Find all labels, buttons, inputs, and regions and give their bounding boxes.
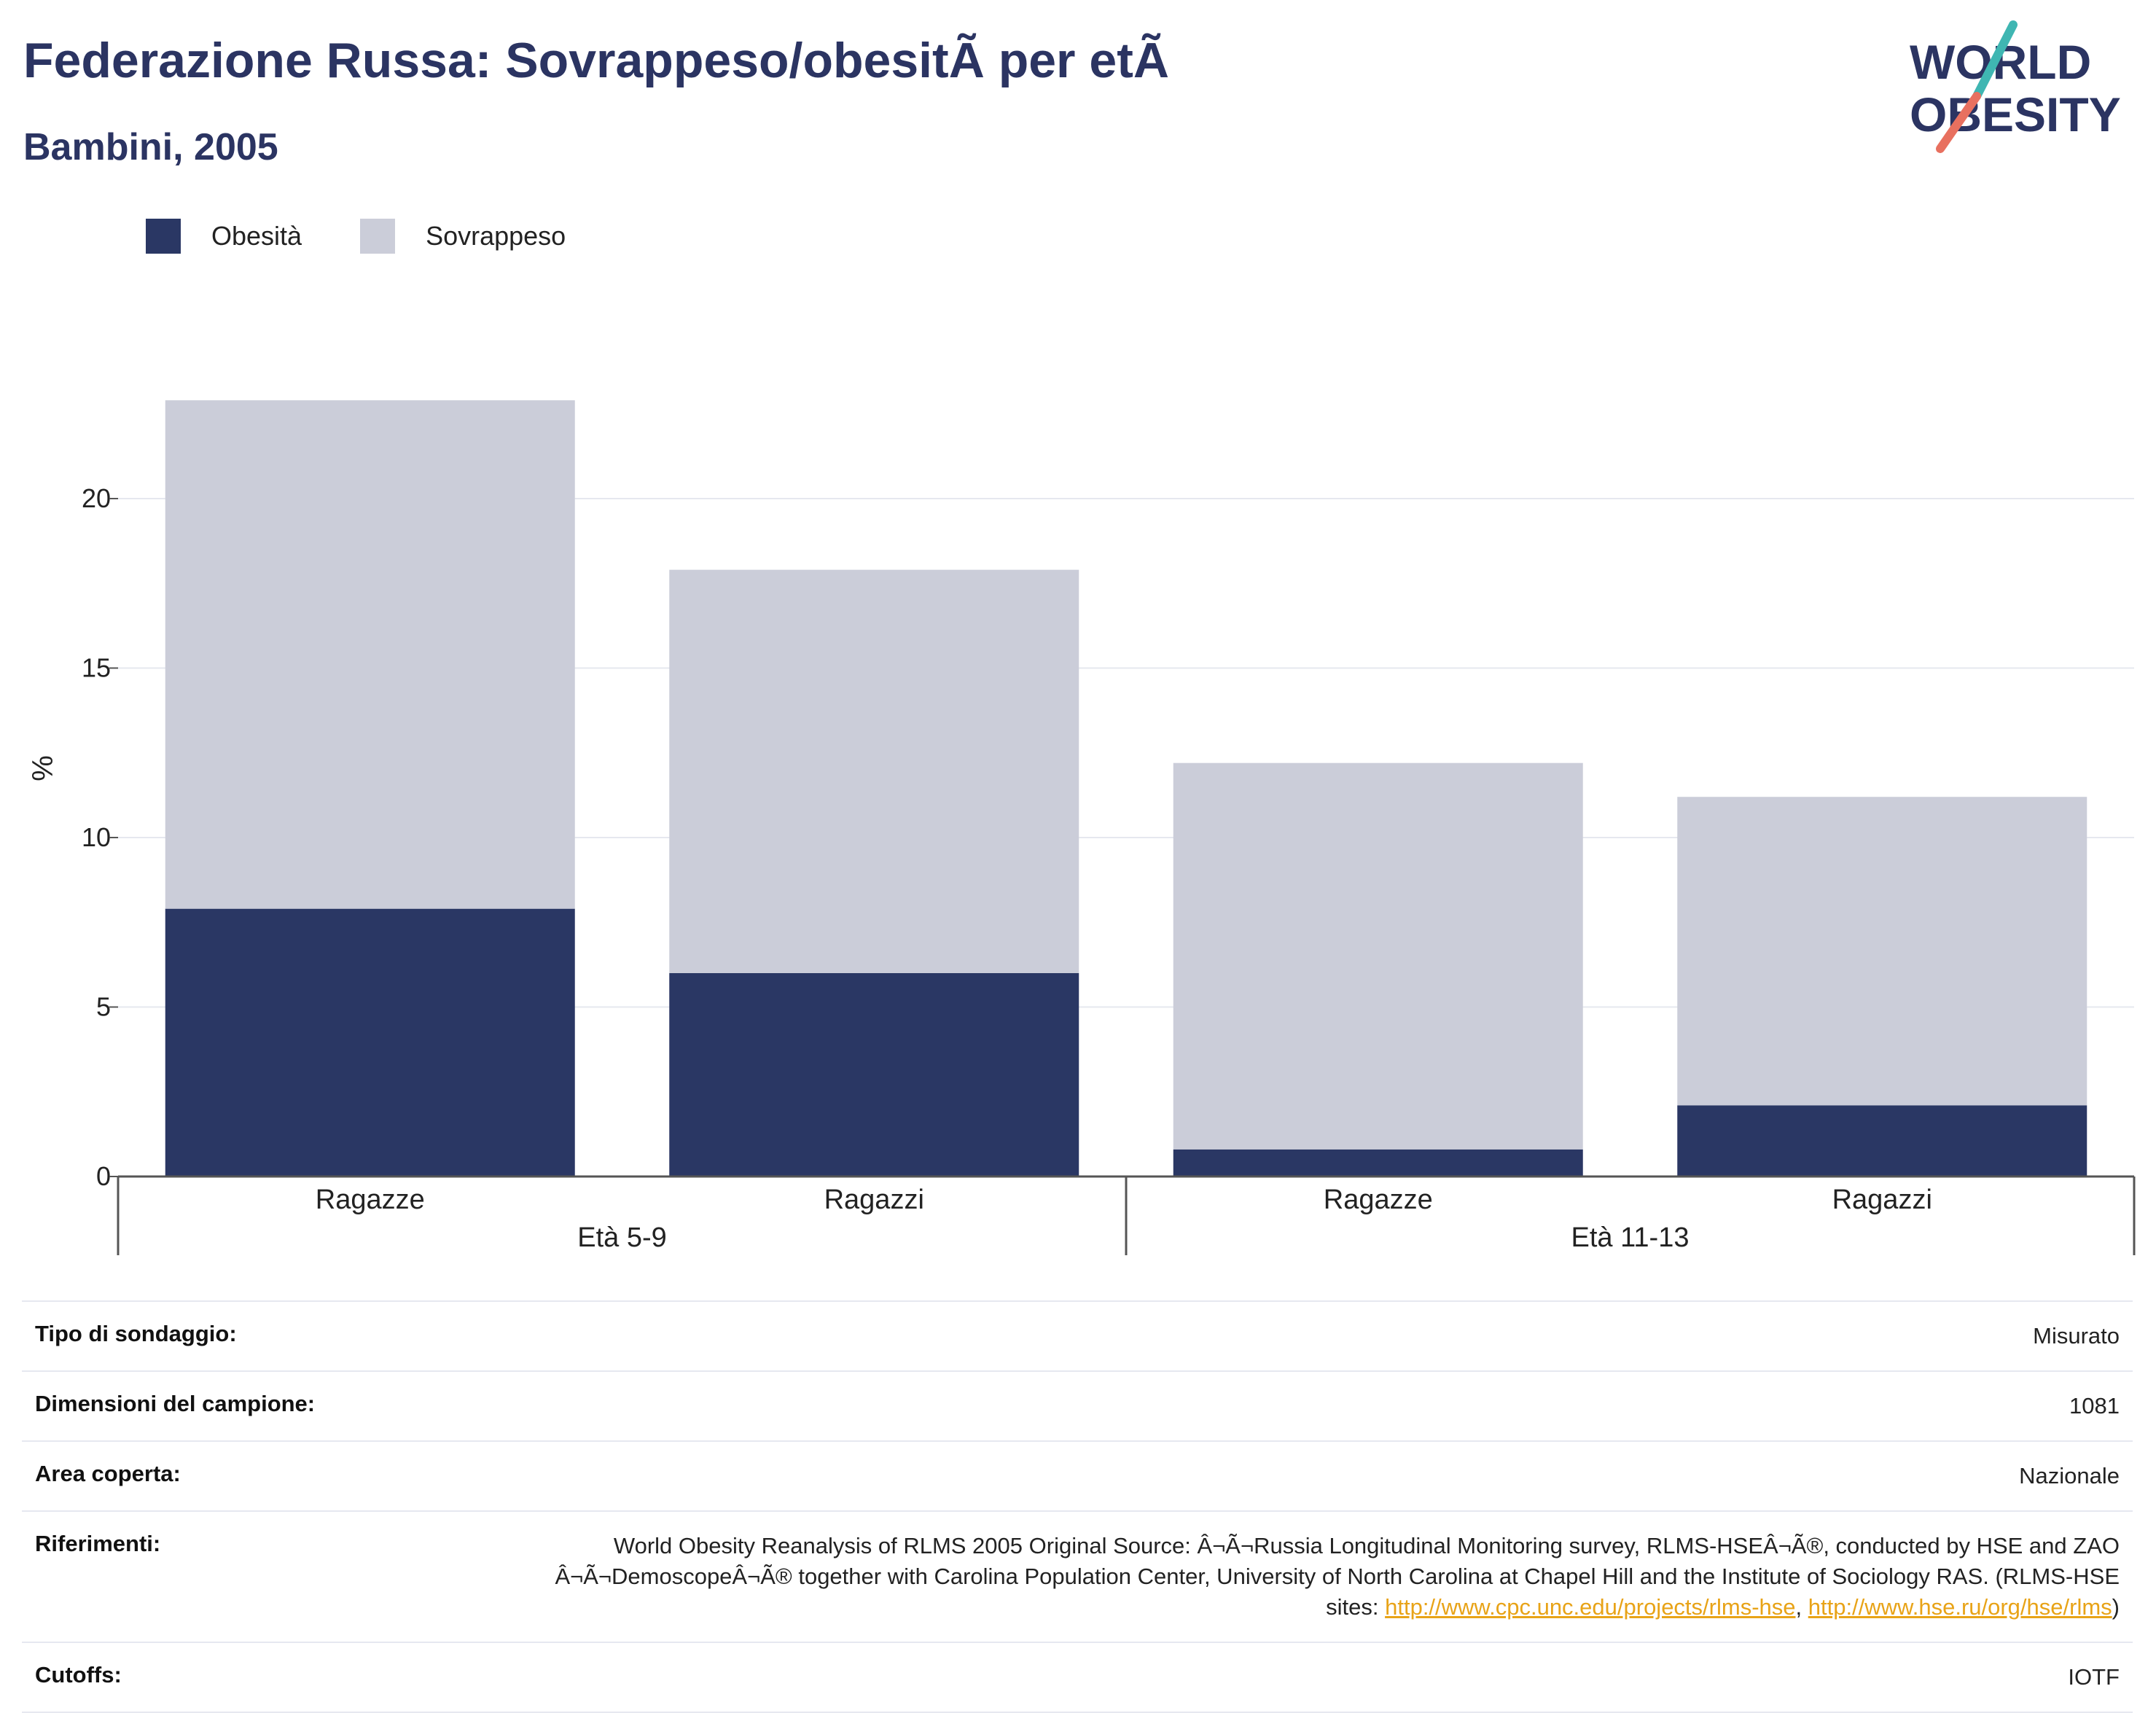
- y-axis-label: %: [27, 755, 59, 781]
- legend-item-overweight[interactable]: Sovrappeso: [360, 219, 566, 254]
- world-obesity-logo: WORLD OBESITY: [1910, 20, 2121, 153]
- meta-label-references: Riferimenti:: [35, 1531, 161, 1556]
- logo-line-2: OBESITY: [1910, 87, 2121, 141]
- y-tick-label-0: 0: [96, 1161, 111, 1191]
- meta-value-survey-type: Misurato: [2033, 1323, 2120, 1349]
- bar-overweight-0: [165, 400, 575, 909]
- meta-row-cutoffs: Cutoffs: IOTF: [22, 1643, 2133, 1713]
- survey-info-table: Tipo di sondaggio: Misurato Dimensioni d…: [22, 1300, 2133, 1713]
- logo-teal-stroke: [1972, 20, 2018, 101]
- reference-link-hse[interactable]: http://www.hse.ru/org/hse/rlms: [1808, 1594, 2112, 1620]
- y-tick-label-5: 5: [96, 992, 111, 1022]
- y-tick-label-15: 15: [82, 653, 111, 683]
- bar-obesity-0: [165, 908, 575, 1177]
- x-tick-label-2: Ragazze: [1324, 1185, 1433, 1215]
- legend-swatch-obesity: [146, 219, 181, 254]
- meta-value-area: Nazionale: [2019, 1463, 2120, 1488]
- meta-row-area: Area coperta: Nazionale: [22, 1442, 2133, 1512]
- x-tick-label-3: Ragazzi: [1832, 1185, 1932, 1215]
- meta-value-references: World Obesity Reanalysis of RLMS 2005 Or…: [545, 1531, 2120, 1623]
- references-separator: ,: [1795, 1594, 1808, 1620]
- meta-label-area: Area coperta:: [35, 1461, 181, 1486]
- meta-label-sample-size: Dimensioni del campione:: [35, 1391, 316, 1416]
- x-tick-label-0: Ragazze: [316, 1185, 425, 1215]
- meta-label-survey-type: Tipo di sondaggio:: [35, 1321, 237, 1346]
- references-text: World Obesity Reanalysis of RLMS 2005 Or…: [555, 1533, 2120, 1620]
- bar-overweight-3: [1677, 797, 2087, 1106]
- bar-obesity-1: [669, 973, 1079, 1177]
- chart-legend: Obesità Sovrappeso: [146, 216, 624, 257]
- bar-obesity-3: [1677, 1105, 2087, 1177]
- legend-swatch-overweight: [360, 219, 396, 254]
- y-tick-label-20: 20: [82, 483, 111, 513]
- meta-value-cutoffs: IOTF: [2068, 1664, 2120, 1690]
- x-tick-label-1: Ragazzi: [824, 1185, 924, 1215]
- bar-chart: 0 5 10 15 20% Ragazze Ragazzi Ragazze Ragazzi Età…: [27, 400, 2136, 1255]
- bar-obesity-2: [1173, 1149, 1583, 1177]
- bar-overweight-1: [669, 569, 1079, 973]
- meta-row-references: Riferimenti: World Obesity Reanalysis of…: [22, 1512, 2133, 1643]
- group-label-0: Età 5-9: [577, 1222, 667, 1253]
- page-subtitle: Bambini, 2005: [23, 126, 278, 168]
- meta-row-survey-type: Tipo di sondaggio: Misurato: [22, 1302, 2133, 1372]
- group-label-1: Età 11-13: [1571, 1222, 1690, 1253]
- bar-overweight-2: [1173, 762, 1583, 1150]
- logo-coral-stroke: [1936, 92, 1981, 153]
- page-title: Federazione Russa: Sovrappeso/obesitÃ pe…: [23, 33, 1169, 88]
- meta-value-sample-size: 1081: [2069, 1393, 2120, 1419]
- legend-label-obesity: Obesità: [211, 221, 302, 251]
- legend-label-overweight: Sovrappeso: [426, 221, 566, 251]
- legend-item-obesity[interactable]: Obesità: [146, 219, 302, 254]
- y-tick-label-10: 10: [82, 822, 111, 852]
- reference-link-cpc[interactable]: http://www.cpc.unc.edu/projects/rlms-hse: [1385, 1594, 1796, 1620]
- meta-row-sample-size: Dimensioni del campione: 1081: [22, 1372, 2133, 1442]
- references-closing: ): [2112, 1594, 2120, 1620]
- meta-label-cutoffs: Cutoffs:: [35, 1662, 122, 1687]
